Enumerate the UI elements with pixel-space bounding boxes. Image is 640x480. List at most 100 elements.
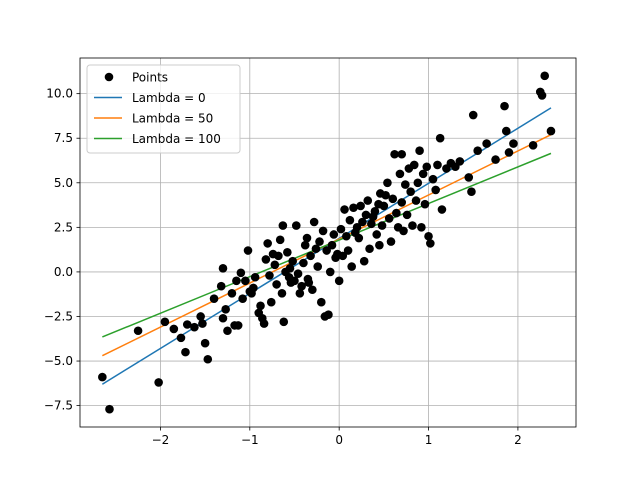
y-tick-label: 2.5 (54, 220, 73, 234)
scatter-point (182, 320, 192, 329)
scatter-point (190, 322, 199, 332)
y-axis: −7.5 −5.0 −2.5 0.0 2.5 5.0 7.5 10.0 (44, 87, 80, 413)
scatter-point (375, 240, 384, 250)
scatter-point (384, 214, 394, 223)
scatter-point (354, 233, 364, 243)
scatter-point (467, 187, 476, 196)
scatter-point (413, 178, 423, 188)
scatter-point (232, 276, 241, 286)
scatter-point (509, 139, 518, 148)
scatter-point (473, 146, 482, 155)
scatter-point (249, 283, 258, 293)
scatter-point (340, 205, 349, 214)
scatter-point (491, 155, 500, 164)
scatter-point (243, 246, 253, 255)
scatter-point (288, 256, 297, 266)
legend: Points Lambda = 0 Lambda = 50 Lambda = 100 (86, 64, 241, 154)
scatter-point (325, 267, 335, 277)
scatter-point (272, 280, 281, 289)
scatter-point (359, 256, 369, 266)
scatter-point (383, 178, 392, 188)
scatter-point (388, 194, 398, 204)
scatter-point (343, 246, 353, 255)
scatter-point (238, 294, 247, 303)
series-line (102, 152, 552, 338)
scatter-point (365, 244, 374, 254)
scatter-point (418, 169, 428, 179)
scatter-point (537, 91, 547, 100)
scatter-point (390, 149, 399, 159)
scatter-point (318, 226, 328, 236)
scatter-point (342, 231, 351, 241)
y-tick-label: 0.0 (54, 265, 73, 279)
scatter-point (265, 271, 274, 280)
scatter-point (306, 251, 315, 261)
scatter-point (285, 264, 295, 273)
scatter-point (356, 201, 365, 211)
scatter-point (392, 208, 401, 218)
scatter-points (98, 71, 556, 414)
scatter-point (154, 378, 163, 387)
scatter-point (233, 321, 243, 330)
scatter-point (370, 207, 380, 216)
scatter-point (293, 269, 303, 278)
scatter-point (428, 174, 438, 184)
x-tick-label: 0 (335, 433, 343, 447)
scatter-point (98, 372, 107, 382)
scatter-point (263, 239, 272, 248)
scatter-point (203, 354, 213, 364)
scatter-point (401, 180, 410, 189)
scatter-point (133, 326, 143, 336)
scatter-point (377, 221, 387, 230)
scatter-point (196, 312, 205, 321)
scatter-point (352, 223, 362, 232)
scatter-point (283, 248, 292, 257)
scatter-point (299, 258, 308, 268)
scatter-point (227, 289, 237, 298)
scatter-point (278, 221, 288, 230)
scatter-point (464, 173, 474, 182)
scatter-point (347, 262, 356, 271)
scatter-point (451, 162, 460, 172)
y-tick-label: 7.5 (54, 131, 73, 145)
scatter-point (482, 139, 491, 148)
scatter-point (397, 198, 407, 207)
scatter-point (437, 205, 447, 214)
plot-frame (79, 57, 577, 428)
x-tick-label: −1 (241, 433, 259, 447)
scatter-point (200, 338, 210, 348)
scatter-point (169, 324, 179, 334)
scatter-point (431, 185, 440, 195)
y-tick-label: −2.5 (44, 309, 73, 323)
scatter-point (216, 281, 226, 291)
scatter-point (540, 71, 550, 81)
x-tick-label: 2 (514, 433, 522, 447)
scatter-point (402, 210, 412, 220)
y-tick-label: 5.0 (54, 176, 73, 190)
scatter-point (176, 333, 186, 343)
scatter-point (367, 219, 376, 229)
scatter-point (324, 310, 333, 319)
scatter-point (297, 281, 306, 291)
scatter-point (303, 274, 313, 284)
scatter-point (270, 260, 280, 270)
legend-label: Points (132, 71, 168, 85)
scatter-point (349, 203, 358, 213)
scatter-point (379, 201, 389, 211)
scatter-point (409, 160, 419, 170)
scatter-point (308, 285, 317, 295)
scatter-point (256, 301, 265, 311)
scatter-point (411, 196, 421, 205)
scatter-point (435, 133, 445, 143)
scatter-point (358, 217, 367, 227)
scatter-point (309, 217, 319, 227)
scatter-point (221, 305, 230, 314)
scatter-point (236, 268, 246, 278)
scatter-point (261, 255, 271, 264)
scatter-point (386, 237, 396, 246)
scatter-point (259, 319, 269, 328)
x-tick-label: 1 (425, 433, 433, 447)
scatter-point (209, 294, 219, 303)
scatter-point (105, 404, 114, 414)
x-tick-label: −2 (152, 433, 170, 447)
